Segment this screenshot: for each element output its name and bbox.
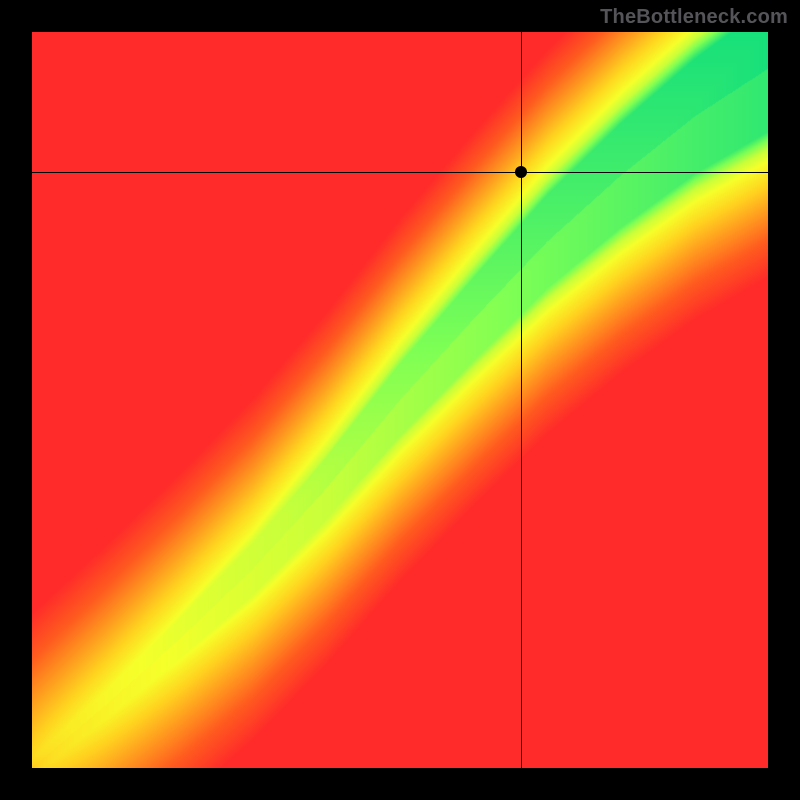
bottleneck-heatmap — [32, 32, 768, 768]
watermark-text: TheBottleneck.com — [600, 6, 788, 29]
figure-container: TheBottleneck.com — [0, 0, 800, 800]
plot-area — [32, 32, 768, 768]
